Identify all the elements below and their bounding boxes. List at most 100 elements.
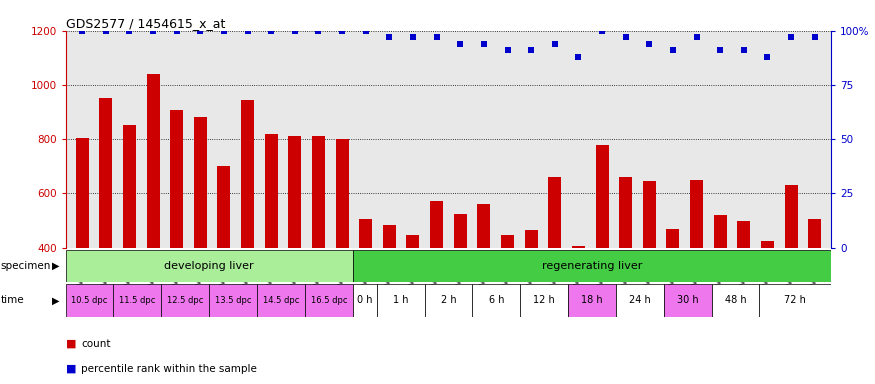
Point: [288, 28, 302, 34]
Point: [123, 28, 136, 34]
Point: [382, 34, 396, 40]
Text: GDS2577 / 1454615_x_at: GDS2577 / 1454615_x_at: [66, 17, 225, 30]
Bar: [501, 235, 514, 356]
Bar: [521, 284, 568, 317]
Text: percentile rank within the sample: percentile rank within the sample: [81, 364, 257, 374]
Bar: [66, 250, 353, 282]
Text: ■: ■: [66, 364, 76, 374]
Bar: [616, 284, 664, 317]
Bar: [761, 241, 774, 356]
Text: 6 h: 6 h: [488, 295, 504, 306]
Point: [170, 28, 184, 34]
Text: 0 h: 0 h: [357, 295, 373, 306]
Bar: [549, 177, 561, 356]
Bar: [572, 245, 584, 356]
Bar: [785, 185, 798, 356]
Bar: [376, 284, 424, 317]
Text: developing liver: developing liver: [164, 261, 254, 271]
Text: specimen: specimen: [1, 261, 52, 271]
Point: [241, 28, 255, 34]
Text: regenerating liver: regenerating liver: [542, 261, 642, 271]
Text: 14.5 dpc: 14.5 dpc: [262, 296, 299, 305]
Text: ■: ■: [66, 339, 76, 349]
Bar: [430, 201, 443, 356]
Point: [193, 28, 207, 34]
Bar: [242, 99, 254, 356]
Point: [571, 54, 585, 60]
Point: [666, 47, 680, 53]
Bar: [209, 284, 257, 317]
Bar: [75, 137, 88, 356]
Bar: [289, 136, 301, 356]
Text: time: time: [1, 295, 24, 306]
Bar: [312, 136, 325, 356]
Bar: [161, 284, 209, 317]
Bar: [218, 166, 230, 356]
Point: [99, 28, 113, 34]
Bar: [664, 284, 711, 317]
Bar: [643, 181, 655, 356]
Bar: [99, 98, 112, 356]
Text: 72 h: 72 h: [784, 295, 806, 306]
Point: [548, 41, 562, 47]
Point: [335, 28, 349, 34]
Text: 13.5 dpc: 13.5 dpc: [215, 296, 251, 305]
Bar: [711, 284, 760, 317]
Bar: [265, 134, 277, 356]
Text: 12.5 dpc: 12.5 dpc: [167, 296, 204, 305]
Point: [784, 34, 798, 40]
Bar: [473, 284, 521, 317]
Point: [500, 47, 514, 53]
Text: ▶: ▶: [52, 261, 60, 271]
Point: [760, 54, 774, 60]
Bar: [424, 284, 473, 317]
Point: [217, 28, 231, 34]
Point: [595, 28, 609, 34]
Bar: [114, 284, 161, 317]
Text: 30 h: 30 h: [677, 295, 698, 306]
Bar: [383, 225, 396, 356]
Text: 12 h: 12 h: [533, 295, 555, 306]
Bar: [353, 284, 376, 317]
Point: [690, 34, 704, 40]
Text: 16.5 dpc: 16.5 dpc: [311, 296, 347, 305]
Point: [808, 34, 822, 40]
Point: [642, 41, 656, 47]
Point: [713, 47, 727, 53]
Bar: [146, 74, 159, 356]
Bar: [738, 220, 751, 356]
Point: [146, 28, 160, 34]
Text: 1 h: 1 h: [393, 295, 409, 306]
Point: [406, 34, 420, 40]
Text: 2 h: 2 h: [441, 295, 456, 306]
Bar: [360, 219, 372, 356]
Point: [619, 34, 633, 40]
Point: [75, 28, 89, 34]
Text: 18 h: 18 h: [581, 295, 603, 306]
Point: [737, 47, 751, 53]
Text: 10.5 dpc: 10.5 dpc: [72, 296, 108, 305]
Bar: [66, 284, 114, 317]
Bar: [760, 284, 831, 317]
Bar: [194, 117, 206, 356]
Bar: [304, 284, 353, 317]
Bar: [336, 139, 348, 356]
Point: [453, 41, 467, 47]
Text: 11.5 dpc: 11.5 dpc: [119, 296, 156, 305]
Bar: [714, 215, 726, 356]
Point: [312, 28, 326, 34]
Text: ▶: ▶: [52, 295, 60, 306]
Point: [477, 41, 491, 47]
Point: [524, 47, 538, 53]
Bar: [123, 125, 136, 356]
Text: count: count: [81, 339, 111, 349]
Text: 24 h: 24 h: [629, 295, 651, 306]
Point: [264, 28, 278, 34]
Bar: [454, 214, 466, 356]
Bar: [257, 284, 304, 317]
Bar: [690, 180, 703, 356]
Bar: [407, 235, 419, 356]
Bar: [667, 229, 679, 356]
Bar: [525, 230, 537, 356]
Point: [430, 34, 444, 40]
